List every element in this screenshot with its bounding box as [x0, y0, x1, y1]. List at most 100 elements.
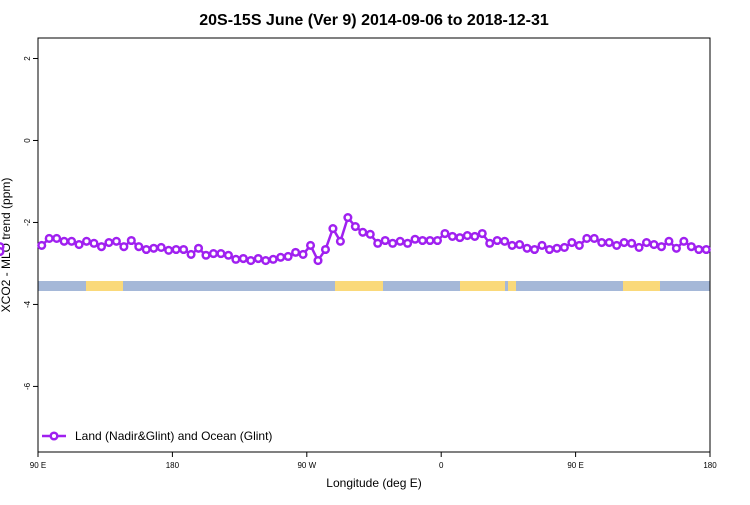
data-point — [380, 235, 390, 246]
data-point — [156, 242, 166, 253]
data-point — [104, 237, 114, 248]
data-point — [59, 236, 69, 246]
land-strip — [335, 281, 383, 291]
data-point — [447, 231, 457, 241]
data-point — [656, 242, 667, 252]
data-point — [89, 238, 99, 248]
x-tick-label: 180 — [703, 461, 717, 470]
land-strip — [623, 281, 660, 291]
data-point — [403, 238, 413, 248]
data-point — [320, 244, 331, 255]
data-point — [276, 252, 286, 262]
data-point — [186, 249, 196, 259]
data-point — [477, 228, 487, 239]
data-point — [529, 244, 540, 255]
data-point — [440, 228, 450, 239]
data-point — [305, 240, 316, 250]
data-point — [604, 237, 614, 248]
data-point — [552, 243, 562, 253]
data-point — [52, 233, 62, 243]
data-point — [597, 237, 607, 248]
data-point — [507, 240, 517, 250]
data-point — [134, 242, 144, 252]
data-point — [649, 240, 659, 250]
data-point — [627, 238, 637, 248]
data-point — [582, 233, 592, 243]
data-point — [612, 240, 622, 250]
data-point — [141, 244, 151, 255]
data-point — [283, 251, 293, 262]
data-point — [313, 256, 323, 266]
data-point — [455, 233, 465, 243]
data-point — [664, 236, 674, 246]
data-point — [500, 236, 510, 246]
land-strip — [508, 281, 516, 291]
data-point — [268, 254, 278, 264]
data-point — [410, 234, 420, 244]
x-axis-label: Longitude (deg E) — [326, 476, 421, 490]
data-point — [179, 244, 189, 255]
data-point — [701, 244, 711, 255]
y-tick-label: -4 — [23, 300, 32, 308]
data-point — [432, 235, 443, 246]
data-point — [238, 253, 248, 264]
x-tick-label: 90 W — [297, 461, 316, 470]
data-point — [298, 249, 308, 259]
data-point — [619, 237, 629, 248]
legend-label: Land (Nadir&Glint) and Ocean (Glint) — [75, 429, 272, 443]
data-point — [679, 236, 689, 246]
data-point — [231, 254, 241, 264]
data-point — [425, 235, 435, 246]
data-point — [246, 256, 256, 266]
data-point — [208, 249, 219, 259]
data-point — [462, 231, 472, 241]
data-point — [522, 243, 532, 253]
data-point — [111, 236, 121, 246]
data-point — [350, 222, 360, 232]
data-point — [417, 235, 428, 246]
data-point — [589, 233, 599, 243]
data-point — [641, 237, 652, 248]
chart-title: 20S-15S June (Ver 9) 2014-09-06 to 2018-… — [199, 12, 549, 29]
land-strip — [460, 281, 505, 291]
data-point — [44, 233, 54, 243]
data-point — [634, 242, 644, 253]
data-point — [67, 236, 77, 246]
data-point — [492, 235, 502, 246]
data-point — [201, 250, 211, 260]
data-point — [335, 236, 345, 246]
data-point — [164, 245, 174, 255]
data-point — [216, 249, 226, 259]
data-point — [559, 242, 569, 253]
legend-marker — [49, 431, 59, 441]
data-point — [74, 240, 84, 250]
x-tick-label: 0 — [439, 461, 444, 470]
data-point — [343, 212, 353, 223]
land-ocean-strip — [38, 281, 710, 291]
data-point — [328, 224, 338, 234]
data-point — [0, 247, 5, 257]
data-point — [686, 242, 696, 252]
data-point — [37, 240, 47, 250]
y-tick-label: 0 — [23, 138, 32, 143]
data-point — [365, 229, 375, 239]
data-point — [291, 247, 301, 257]
x-tick-label: 90 E — [30, 461, 46, 470]
data-point — [574, 240, 584, 250]
y-axis-label: XCO2 - MLO trend (ppm) — [0, 178, 13, 313]
data-point — [193, 243, 204, 253]
land-strip — [86, 281, 123, 291]
x-tick-label: 180 — [166, 461, 180, 470]
data-point — [96, 242, 107, 252]
data-point — [149, 243, 159, 253]
data-point — [119, 242, 129, 252]
y-tick-label: -2 — [23, 218, 32, 226]
y-tick-label: 2 — [23, 56, 32, 61]
data-point — [515, 240, 525, 250]
data-point — [373, 238, 383, 248]
y-tick-label: -6 — [23, 382, 32, 390]
x-tick-label: 90 E — [567, 461, 583, 470]
data-point — [537, 240, 547, 250]
data-point — [126, 235, 136, 246]
